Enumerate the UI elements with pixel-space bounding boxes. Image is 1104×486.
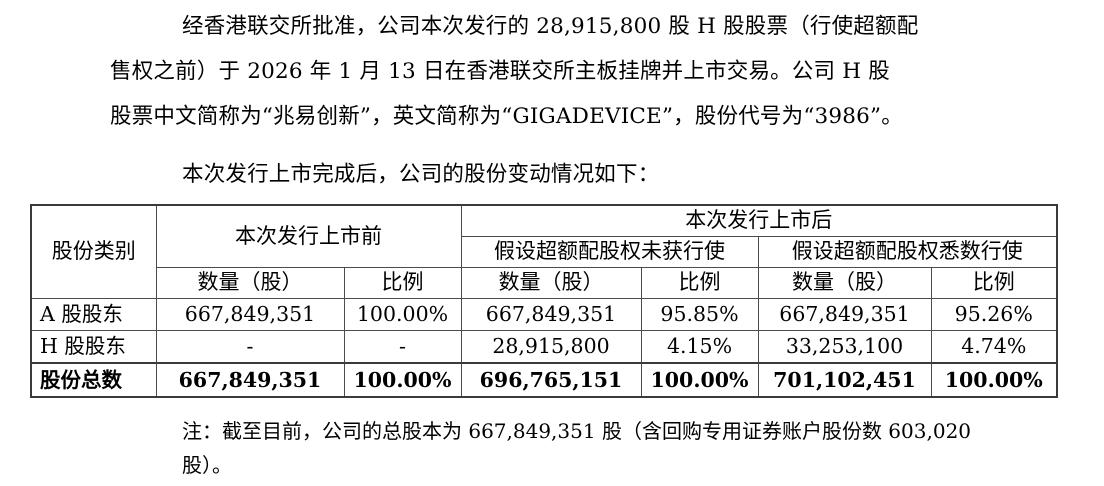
cell-h-no-exercise-quantity: 28,915,800	[460, 330, 642, 364]
cell-a-full-exercise-ratio: 95.26%	[930, 298, 1058, 331]
table-row: A 股股东 667,849,351 100.00% 667,849,351 95…	[30, 298, 1058, 331]
table-footnote: 注：截至目前，公司的总股本为 667,849,351 股（含回购专用证券账户股份…	[110, 414, 1050, 482]
cell-a-no-exercise-ratio: 95.85%	[640, 298, 759, 331]
cell-total-before-quantity: 667,849,351	[155, 362, 345, 398]
cell-h-full-exercise-quantity: 33,253,100	[757, 330, 932, 364]
table-row: H 股股东 - - 28,915,800 4.15% 33,253,100 4.…	[30, 330, 1058, 364]
cell-h-no-exercise-ratio: 4.15%	[640, 330, 759, 364]
table-header-row-2: 假设超额配股权未获行使 假设超额配股权悉数行使	[31, 236, 1058, 268]
cell-a-before-ratio: 100.00%	[343, 298, 462, 331]
cell-a-full-exercise-quantity: 667,849,351	[757, 298, 932, 331]
cell-total-before-ratio: 100.00%	[343, 362, 462, 398]
cell-total-full-exercise-quantity: 701,102,451	[757, 362, 932, 398]
cell-a-no-exercise-quantity: 667,849,351	[460, 298, 642, 331]
cell-total-no-exercise-ratio: 100.00%	[640, 362, 759, 398]
intro-paragraph-line-1: 经香港联交所批准，公司本次发行的 28,915,800 股 H 股股票（行使超额…	[182, 14, 919, 39]
table-total-row: 股份总数 667,849,351 100.00% 696,765,151 100…	[30, 362, 1058, 398]
cell-a-before-quantity: 667,849,351	[155, 298, 345, 331]
header-after-sub-full-exercise: 假设超额配股权悉数行使	[757, 236, 1058, 268]
intro-paragraph: 经香港联交所批准，公司本次发行的 28,915,800 股 H 股股票（行使超额…	[110, 4, 1010, 139]
cell-h-before-quantity: -	[155, 330, 345, 364]
cell-h-before-ratio: -	[343, 330, 462, 364]
header-full-exercise-quantity: 数量（股）	[757, 267, 932, 299]
row-label-total: 股份总数	[30, 362, 157, 398]
lead-in-paragraph: 本次发行上市完成后，公司的股份变动情况如下：	[110, 152, 1010, 197]
header-before-ratio: 比例	[343, 267, 462, 299]
intro-paragraph-line-2: 售权之前）于 2026 年 1 月 13 日在香港联交所主板挂牌并上市交易。公司…	[110, 59, 890, 84]
header-no-exercise-quantity: 数量（股）	[460, 267, 642, 299]
cell-total-full-exercise-ratio: 100.00%	[930, 362, 1058, 398]
cell-h-full-exercise-ratio: 4.74%	[930, 330, 1058, 364]
header-category-label: 股份类别	[30, 204, 157, 299]
lead-in-paragraph-text: 本次发行上市完成后，公司的股份变动情况如下：	[182, 162, 660, 187]
share-change-table: 股份类别 本次发行上市前 本次发行上市后 假设超额配股权未获行使 假设超额配股权…	[30, 204, 1058, 398]
row-label-h-shares: H 股股东	[30, 330, 157, 364]
header-after-sub-no-exercise: 假设超额配股权未获行使	[460, 236, 759, 268]
header-full-exercise-ratio: 比例	[930, 267, 1058, 299]
cell-total-no-exercise-quantity: 696,765,151	[460, 362, 642, 398]
row-label-a-shares: A 股股东	[30, 298, 157, 331]
header-before-quantity: 数量（股）	[155, 267, 345, 299]
header-no-exercise-ratio: 比例	[640, 267, 759, 299]
footnote-line-1: 注：截至目前，公司的总股本为 667,849,351 股（含回购专用证券账户股份…	[182, 419, 972, 443]
footnote-line-2: 股）。	[182, 453, 232, 477]
header-after-group: 本次发行上市后	[460, 204, 1058, 237]
header-before-group: 本次发行上市前	[155, 204, 462, 268]
table-header-row-3: 数量（股） 比例 数量（股） 比例 数量（股） 比例	[31, 267, 1058, 299]
table-header-row-1: 股份类别 本次发行上市前 本次发行上市后	[30, 204, 1058, 299]
share-change-table-wrapper: 股份类别 本次发行上市前 本次发行上市后 假设超额配股权未获行使 假设超额配股权…	[30, 204, 1058, 398]
intro-paragraph-line-3: 股票中文简称为“兆易创新”，英文简称为“GIGADEVICE”，股份代号为“39…	[110, 104, 903, 129]
